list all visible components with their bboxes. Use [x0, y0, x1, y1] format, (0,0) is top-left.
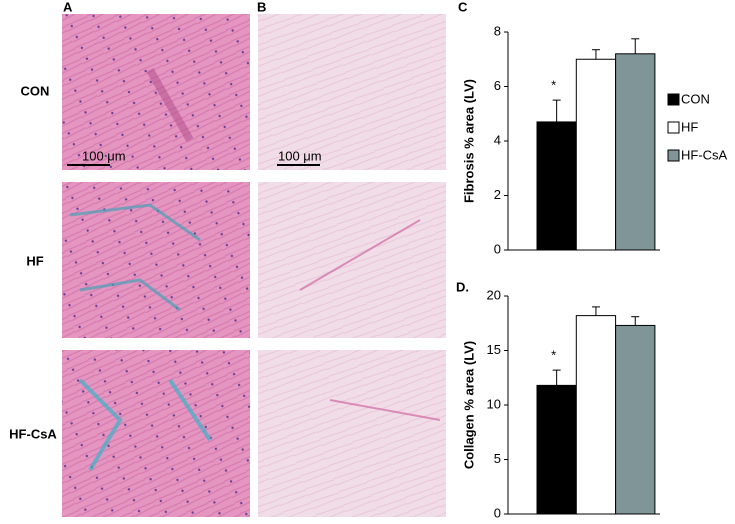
- legend-label: CON: [681, 91, 710, 106]
- bar: [575, 58, 617, 251]
- panel-label: C: [458, 0, 468, 14]
- bar: [536, 384, 577, 515]
- y-tick-label: 2: [494, 187, 501, 202]
- y-tick-label: 10: [487, 396, 501, 411]
- significance: *: [551, 78, 556, 93]
- legend-label: HF-CsA: [681, 147, 728, 162]
- bar: [615, 324, 656, 515]
- legend-swatch: [667, 121, 680, 134]
- scale-bar-label: 100 μm: [82, 148, 126, 163]
- panel-label: B: [257, 0, 266, 14]
- bar: [575, 315, 617, 515]
- row-label: CON: [21, 83, 50, 98]
- row-label: HF: [26, 253, 43, 268]
- y-tick-label: 6: [494, 78, 501, 93]
- y-tick-label: 15: [487, 342, 501, 357]
- y-axis-title: Collagen % area (LV): [461, 341, 476, 469]
- legend-swatch: [667, 149, 680, 162]
- panel-label: A: [63, 0, 73, 14]
- bar: [536, 121, 577, 251]
- y-tick-label: 0: [494, 241, 501, 256]
- y-tick-label: 8: [494, 23, 501, 38]
- significance: *: [551, 348, 556, 363]
- y-tick-label: 4: [494, 132, 501, 147]
- y-tick-label: 20: [487, 287, 501, 302]
- y-tick-label: 5: [494, 451, 501, 466]
- histology: [62, 14, 446, 517]
- y-axis-title: Fibrosis % area (LV): [461, 79, 476, 203]
- legend-swatch: [667, 93, 680, 106]
- panel-label: D.: [456, 279, 469, 294]
- y-tick-label: 0: [494, 505, 501, 520]
- bar: [615, 53, 656, 251]
- legend-label: HF: [681, 119, 698, 134]
- scale-bar-label: 100 μm: [278, 148, 322, 163]
- row-label: HF-CsA: [9, 426, 57, 441]
